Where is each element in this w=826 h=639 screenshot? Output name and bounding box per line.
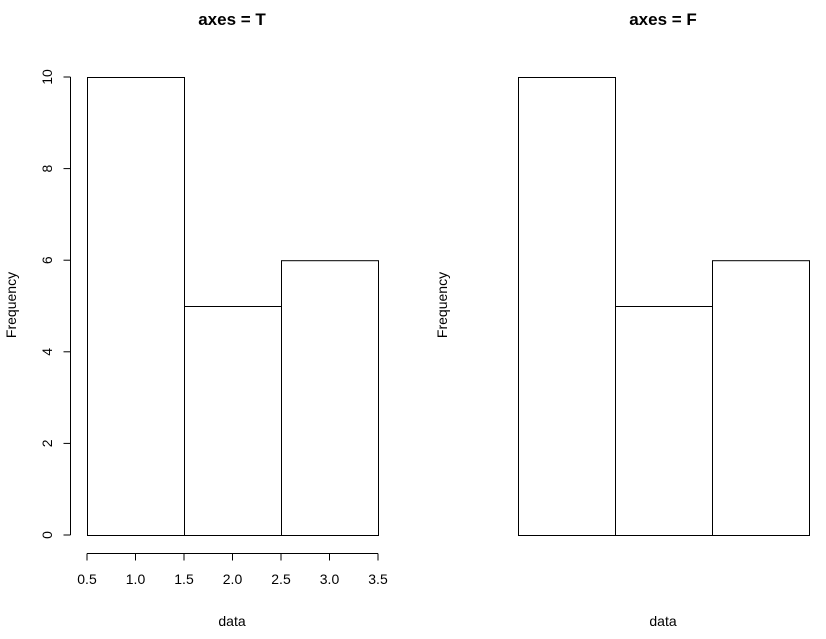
y-axis-label: Frequency bbox=[434, 272, 450, 338]
chart-title: axes = F bbox=[629, 10, 697, 29]
x-axis-label: data bbox=[649, 613, 676, 629]
y-tick-label: 4 bbox=[39, 348, 55, 356]
x-axis-label: data bbox=[218, 613, 245, 629]
y-tick-label: 6 bbox=[39, 256, 55, 264]
y-tick-label: 0 bbox=[39, 531, 55, 539]
x-tick-label: 1.0 bbox=[126, 571, 146, 587]
y-axis: 0 2 4 6 8 10 bbox=[39, 69, 71, 539]
x-axis: 0.5 1.0 1.5 2.0 2.5 3.0 3.5 bbox=[77, 553, 388, 587]
x-tick-label: 2.5 bbox=[271, 571, 291, 587]
bars bbox=[518, 77, 810, 536]
x-tick-label: 3.0 bbox=[320, 571, 340, 587]
y-axis-label: Frequency bbox=[3, 272, 19, 338]
x-tick-label: 0.5 bbox=[77, 571, 97, 587]
y-tick-label: 10 bbox=[39, 69, 55, 85]
histogram-bar bbox=[281, 260, 379, 536]
x-tick-label: 1.5 bbox=[174, 571, 194, 587]
bars bbox=[87, 77, 379, 536]
histogram-bar bbox=[184, 306, 282, 536]
y-tick-label: 2 bbox=[39, 439, 55, 447]
x-tick-label: 2.0 bbox=[223, 571, 243, 587]
chart-title: axes = T bbox=[198, 10, 266, 29]
x-tick-label: 3.5 bbox=[368, 571, 388, 587]
histogram-bar bbox=[518, 77, 616, 536]
histogram-panel-axes-false: axes = F data Frequency bbox=[434, 10, 810, 629]
histogram-panel-axes-true: axes = T data Frequency 0.5 1.0 1.5 2.0 2.5 3… bbox=[3, 10, 388, 629]
histogram-bar bbox=[712, 260, 810, 536]
y-tick-label: 8 bbox=[39, 164, 55, 172]
histogram-bar bbox=[615, 306, 713, 536]
histogram-bar bbox=[87, 77, 185, 536]
